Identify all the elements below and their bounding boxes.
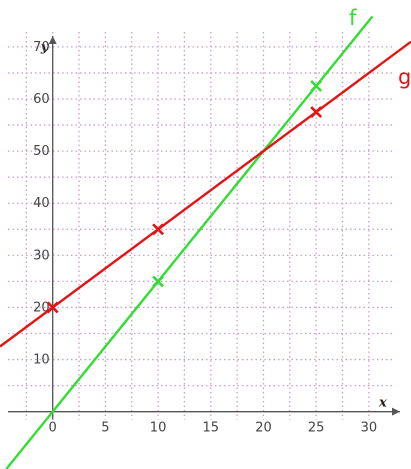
point-marker-g <box>46 301 59 314</box>
marker-stroke <box>152 275 164 288</box>
y-tick-label: 10 <box>33 353 50 368</box>
y-axis-label: y <box>40 40 50 55</box>
y-tick-label: 70 <box>33 40 50 55</box>
x-tick-label: 20 <box>255 421 272 436</box>
y-tick-label: 40 <box>33 196 50 211</box>
marker-stroke <box>310 80 323 92</box>
grid <box>8 32 392 420</box>
series <box>0 15 411 469</box>
y-tick-label: 20 <box>33 300 50 315</box>
marker-stroke <box>310 106 323 118</box>
y-tick-label: 60 <box>33 92 50 107</box>
marker-stroke <box>46 301 59 314</box>
series-labels: fg <box>349 6 411 89</box>
x-tick-label: 15 <box>202 421 219 436</box>
axes: xy <box>8 36 400 420</box>
y-tick-label: 50 <box>33 144 50 159</box>
y-tick-label: 30 <box>33 248 50 263</box>
x-axis-arrow <box>392 407 400 416</box>
y-axis-arrow <box>48 36 57 44</box>
x-tick-label: 5 <box>101 421 109 436</box>
point-marker-g <box>310 106 323 118</box>
series-line-g <box>0 40 411 348</box>
x-tick-label: 25 <box>308 421 325 436</box>
x-tick-label: 30 <box>361 421 378 436</box>
point-markers <box>46 80 323 314</box>
series-label-g: g <box>398 65 411 89</box>
tick-labels: 0 5 10 15 20 25 30 10 20 30 40 50 60 70 <box>33 40 377 436</box>
point-marker-f <box>152 275 164 288</box>
series-label-f: f <box>349 6 357 30</box>
marker-stroke <box>152 223 164 236</box>
x-tick-label: 10 <box>150 421 167 436</box>
x-axis-label: x <box>378 396 387 411</box>
series-line-f <box>5 15 374 469</box>
x-tick-label: 0 <box>49 421 57 436</box>
point-marker-f <box>310 80 323 92</box>
point-marker-g <box>152 223 164 236</box>
